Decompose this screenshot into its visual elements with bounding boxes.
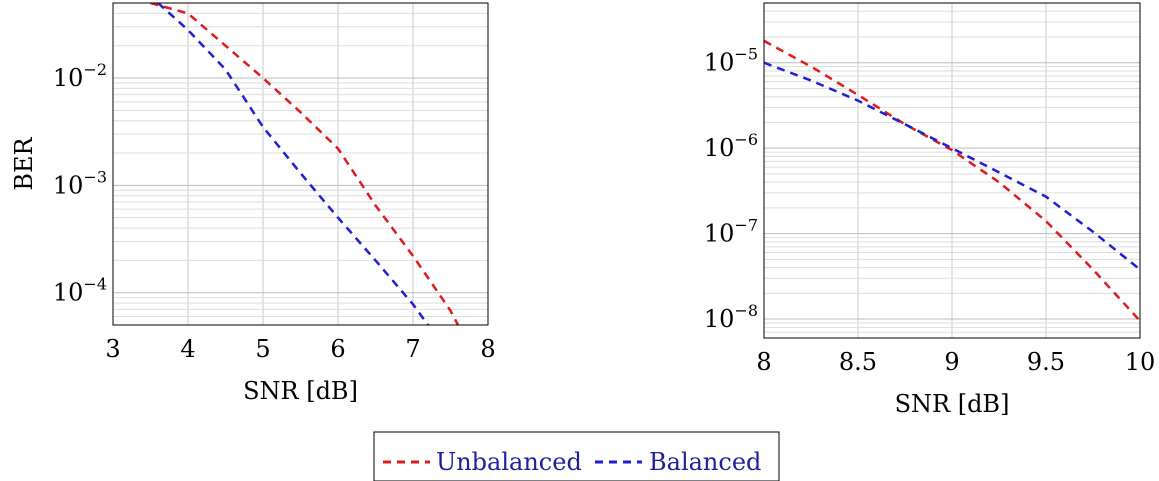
legend: Unbalanced Balanced <box>373 431 780 481</box>
grid <box>112 2 489 326</box>
legend-label-unbalanced: Unbalanced <box>436 448 582 476</box>
y-tick-label: 10−6 <box>704 130 758 162</box>
right-chart-panel: 8 8.5 9 9.5 10 10−5 10−6 10−7 10−8 SNR [dB] <box>704 2 1156 418</box>
series-line-balanced <box>157 3 430 325</box>
series-line-unbalanced <box>150 3 460 325</box>
y-tick-label: 10−8 <box>704 301 758 333</box>
axes-frame <box>763 2 1141 339</box>
series-group <box>764 39 1140 322</box>
x-axis-label: SNR [dB] <box>895 390 1010 418</box>
series-group <box>150 3 460 325</box>
x-tick-label: 8 <box>480 335 495 363</box>
x-tick-label: 9.5 <box>1027 348 1065 376</box>
x-tick-label: 7 <box>405 335 420 363</box>
x-tick-label: 9 <box>944 348 959 376</box>
x-axis-label: SNR [dB] <box>243 377 358 405</box>
left-chart-panel: 3 4 5 6 7 8 10−2 10−3 10−4 SNR [dB] BER <box>10 2 496 405</box>
y-tick-label: 10−5 <box>704 45 758 77</box>
legend-label-balanced: Balanced <box>649 448 761 476</box>
x-tick-label: 8 <box>756 348 771 376</box>
x-tick-label: 5 <box>255 335 270 363</box>
y-tick-label: 10−3 <box>53 167 107 199</box>
series-line-unbalanced <box>764 39 1140 322</box>
legend-box <box>373 431 780 481</box>
y-tick-label: 10−4 <box>53 275 107 307</box>
y-tick-label: 10−2 <box>53 60 107 92</box>
x-tick-label: 4 <box>180 335 195 363</box>
grid <box>763 2 1141 339</box>
x-tick-label: 10 <box>1125 348 1156 376</box>
x-tick-label: 3 <box>105 335 120 363</box>
series-line-balanced <box>764 61 1140 271</box>
y-tick-label: 10−7 <box>704 216 758 248</box>
x-tick-label: 8.5 <box>839 348 877 376</box>
y-axis-label: BER <box>10 136 38 190</box>
axes-frame <box>112 2 489 326</box>
x-tick-label: 6 <box>330 335 345 363</box>
